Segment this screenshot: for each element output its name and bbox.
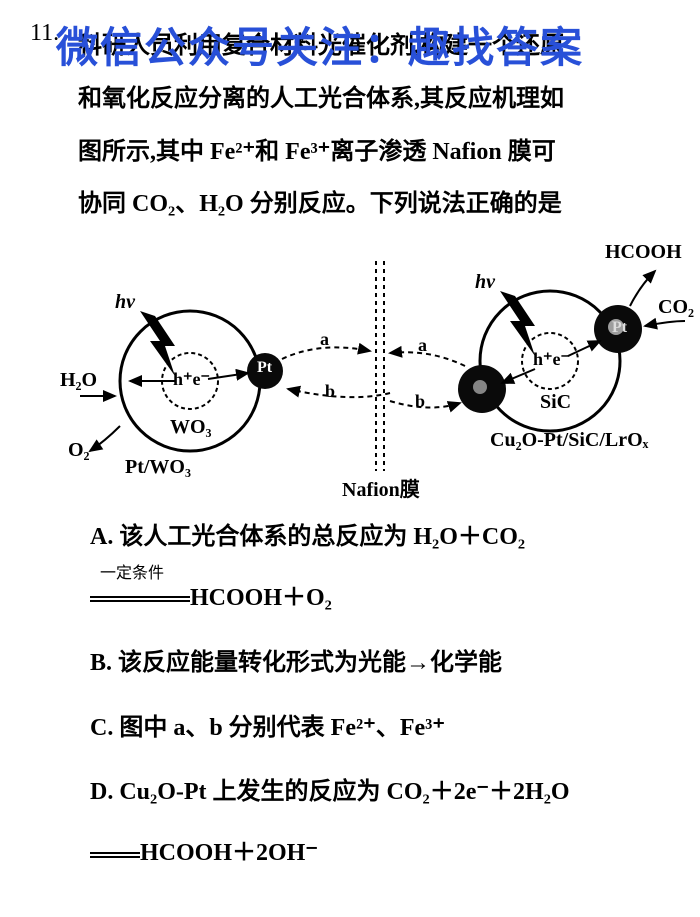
h2o-label: H₂O <box>60 369 97 392</box>
question-line-4: 协同 CO₂、H₂O 分别反应。下列说法正确的是 <box>78 178 670 231</box>
option-d-prefix: D. Cu₂O-Pt 上发生的反应为 CO₂＋2e⁻＋2H₂O <box>90 766 670 819</box>
question-line-2: 和氧化反应分离的人工光合体系,其反应机理如 <box>78 73 670 126</box>
reaction-diagram: hν hν H₂O O₂ CO₂ HCOOH Pt Pt h⁺e⁻ h⁺e⁻ W… <box>60 241 700 501</box>
o2-label: O₂ <box>68 439 90 462</box>
cu2o-label: Cu₂O-Pt/SiC/LrOₓ <box>490 429 648 452</box>
question-number: 11. <box>30 20 59 47</box>
option-a-condition: 一定条件 <box>100 556 164 591</box>
equals-arrow-short <box>90 852 140 858</box>
wo3-label: WO₃ <box>170 416 212 439</box>
a2-label: a <box>418 335 427 356</box>
pt-right-label: Pt <box>612 319 627 337</box>
nafion-label: Nafion膜 <box>342 473 420 502</box>
option-a-suffix: HCOOH＋O₂ <box>190 585 332 611</box>
watermark-overlay: 微信公众号关注：趣找答案 <box>56 14 584 75</box>
option-c: C. 图中 a、b 分别代表 Fe²⁺、Fe³⁺ <box>90 702 670 755</box>
he-right-label: h⁺e⁻ <box>533 349 570 370</box>
b1-label: b <box>325 381 335 402</box>
pt-left-label: Pt <box>257 359 272 377</box>
sic-label: SiC <box>540 391 571 414</box>
pt-wo3-label: Pt/WO₃ <box>125 456 191 479</box>
options-list: A. 该人工光合体系的总反应为 H₂O＋CO₂ 一定条件 HCOOH＋O₂ B.… <box>90 511 670 880</box>
equals-arrow-long <box>90 596 190 602</box>
question-line-3: 图所示,其中 Fe²⁺和 Fe³⁺离子渗透 Nafion 膜可 <box>78 126 670 179</box>
option-a: A. 该人工光合体系的总反应为 H₂O＋CO₂ 一定条件 HCOOH＋O₂ <box>90 511 670 625</box>
option-d: D. Cu₂O-Pt 上发生的反应为 CO₂＋2e⁻＋2H₂O HCOOH＋2O… <box>90 766 670 880</box>
option-a-prefix: A. 该人工光合体系的总反应为 H₂O＋CO₂ <box>90 511 670 564</box>
he-left-label: h⁺e⁻ <box>173 369 210 390</box>
hcooh-label: HCOOH <box>605 241 682 264</box>
option-d-suffix: HCOOH＋2OH⁻ <box>140 840 318 866</box>
option-b: B. 该反应能量转化形式为光能→化学能 <box>90 637 670 690</box>
co2-label: CO₂ <box>658 296 694 319</box>
hv-left-label: hν <box>115 291 135 314</box>
a1-label: a <box>320 329 329 350</box>
hv-right-label: hν <box>475 271 495 294</box>
b2-label: b <box>415 391 425 412</box>
